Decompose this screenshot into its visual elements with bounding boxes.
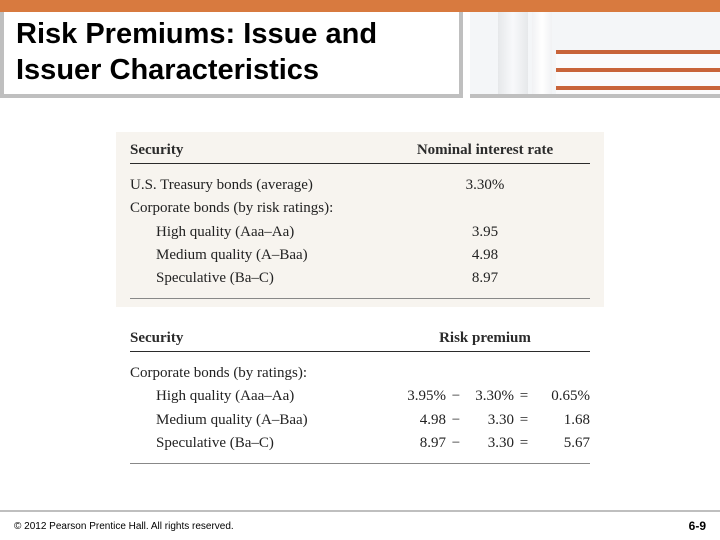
equals-icon: = [514, 385, 534, 408]
table-row: High quality (Aaa–Aa) 3.95% − 3.30% = 0.… [130, 385, 590, 408]
security-label: Medium quality (A–Baa) [130, 244, 380, 267]
security-label: Speculative (Ba–C) [130, 267, 380, 290]
table-header-row: Security Risk premium [130, 330, 590, 352]
deco-stripe [556, 68, 720, 72]
premium-result: 5.67 [534, 432, 590, 455]
rate-value: 4.98 [380, 244, 590, 267]
rate-value [380, 197, 590, 220]
table-row: Medium quality (A–Baa) 4.98 − 3.30 = 1.6… [130, 409, 590, 432]
table-row: High quality (Aaa–Aa) 3.95 [130, 221, 590, 244]
premium-b: 3.30 [466, 409, 514, 432]
security-label: U.S. Treasury bonds (average) [130, 174, 380, 197]
premium-a: 8.97 [390, 432, 446, 455]
premium-a: 3.95% [390, 385, 446, 408]
table-row: Speculative (Ba–C) 8.97 [130, 267, 590, 290]
premium-b: 3.30 [466, 432, 514, 455]
table-header-row: Security Nominal interest rate [130, 142, 590, 164]
security-label: Corporate bonds (by ratings): [130, 362, 380, 385]
col-header-rate: Nominal interest rate [380, 142, 590, 159]
premium-result: 0.65% [534, 385, 590, 408]
deco-stripe [556, 86, 720, 90]
nominal-rate-table: Security Nominal interest rate U.S. Trea… [116, 132, 604, 307]
equals-icon: = [514, 432, 534, 455]
minus-icon: − [446, 409, 466, 432]
col-header-security: Security [130, 330, 380, 347]
premium-b: 3.30% [466, 385, 514, 408]
header: Risk Premiums: Issue and Issuer Characte… [0, 0, 720, 110]
table-row: Corporate bonds (by risk ratings): [130, 197, 590, 220]
deco-stripe [556, 50, 720, 54]
footer: © 2012 Pearson Prentice Hall. All rights… [0, 510, 720, 540]
slide-title: Risk Premiums: Issue and Issuer Characte… [16, 16, 447, 89]
deco-pillar [498, 12, 528, 94]
body: Security Nominal interest rate U.S. Trea… [0, 110, 720, 540]
security-label: Speculative (Ba–C) [130, 432, 380, 455]
table-rule [130, 298, 590, 299]
table-row: Corporate bonds (by ratings): [130, 362, 590, 385]
security-label: High quality (Aaa–Aa) [130, 221, 380, 244]
accent-bar [0, 0, 720, 12]
premium-a: 4.98 [390, 409, 446, 432]
risk-premium-table: Security Risk premium Corporate bonds (b… [116, 320, 604, 472]
premium-calc [380, 362, 590, 385]
table-row: U.S. Treasury bonds (average) 3.30% [130, 174, 590, 197]
security-label: High quality (Aaa–Aa) [130, 385, 380, 408]
rate-value: 3.30% [380, 174, 590, 197]
premium-calc: 8.97 − 3.30 = 5.67 [380, 432, 590, 455]
minus-icon: − [446, 432, 466, 455]
deco-pillar [532, 12, 552, 94]
copyright-text: © 2012 Pearson Prentice Hall. All rights… [14, 521, 234, 532]
slide: Risk Premiums: Issue and Issuer Characte… [0, 0, 720, 540]
col-header-premium: Risk premium [380, 330, 590, 347]
page-number: 6-9 [689, 519, 706, 533]
rate-value: 3.95 [380, 221, 590, 244]
equals-icon: = [514, 409, 534, 432]
title-box: Risk Premiums: Issue and Issuer Characte… [0, 12, 463, 98]
security-label: Medium quality (A–Baa) [130, 409, 380, 432]
security-label: Corporate bonds (by risk ratings): [130, 197, 380, 220]
minus-icon: − [446, 385, 466, 408]
col-header-security: Security [130, 142, 380, 159]
table-row: Medium quality (A–Baa) 4.98 [130, 244, 590, 267]
premium-calc: 3.95% − 3.30% = 0.65% [380, 385, 590, 408]
table-rule [130, 463, 590, 464]
premium-result: 1.68 [534, 409, 590, 432]
decorative-photo [470, 12, 720, 98]
rate-value: 8.97 [380, 267, 590, 290]
premium-calc: 4.98 − 3.30 = 1.68 [380, 409, 590, 432]
table-row: Speculative (Ba–C) 8.97 − 3.30 = 5.67 [130, 432, 590, 455]
